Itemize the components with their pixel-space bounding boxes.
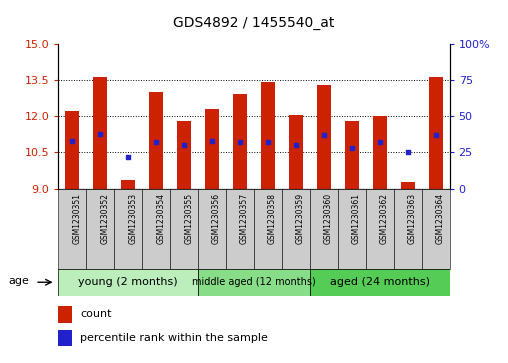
FancyBboxPatch shape: [170, 189, 198, 269]
Bar: [317, 85, 331, 189]
Bar: [401, 182, 415, 189]
Bar: [373, 116, 387, 189]
FancyBboxPatch shape: [394, 189, 422, 269]
Point: [152, 139, 160, 145]
Text: middle aged (12 months): middle aged (12 months): [192, 277, 316, 287]
FancyBboxPatch shape: [226, 189, 254, 269]
Bar: [429, 77, 442, 189]
Text: age: age: [9, 276, 29, 286]
Bar: [58, 306, 72, 322]
Text: young (2 months): young (2 months): [78, 277, 178, 287]
Text: GSM1230351: GSM1230351: [72, 193, 81, 244]
Text: GDS4892 / 1455540_at: GDS4892 / 1455540_at: [173, 16, 335, 30]
Text: GSM1230360: GSM1230360: [324, 193, 333, 244]
Text: count: count: [80, 309, 111, 319]
Text: GSM1230358: GSM1230358: [268, 193, 277, 244]
FancyBboxPatch shape: [422, 189, 450, 269]
FancyBboxPatch shape: [282, 189, 310, 269]
Text: GSM1230353: GSM1230353: [128, 193, 137, 244]
Point: [292, 142, 300, 148]
FancyBboxPatch shape: [310, 189, 338, 269]
FancyBboxPatch shape: [198, 269, 310, 296]
Text: GSM1230364: GSM1230364: [435, 193, 444, 244]
Point: [431, 132, 439, 138]
Text: GSM1230362: GSM1230362: [379, 193, 389, 244]
FancyBboxPatch shape: [58, 189, 86, 269]
Text: GSM1230355: GSM1230355: [184, 193, 193, 244]
Point: [347, 145, 356, 151]
Point: [96, 131, 104, 136]
Bar: [345, 121, 359, 189]
Text: GSM1230361: GSM1230361: [352, 193, 361, 244]
Bar: [121, 180, 135, 189]
Bar: [205, 109, 219, 189]
FancyBboxPatch shape: [254, 189, 282, 269]
Bar: [66, 111, 79, 189]
FancyBboxPatch shape: [86, 189, 114, 269]
Bar: [93, 77, 107, 189]
Point: [320, 132, 328, 138]
Bar: [149, 92, 163, 189]
Text: GSM1230363: GSM1230363: [407, 193, 417, 244]
Bar: [289, 115, 303, 189]
Point: [124, 154, 132, 160]
FancyBboxPatch shape: [310, 269, 450, 296]
FancyBboxPatch shape: [58, 269, 198, 296]
FancyBboxPatch shape: [142, 189, 170, 269]
FancyBboxPatch shape: [114, 189, 142, 269]
Bar: [233, 94, 247, 189]
FancyBboxPatch shape: [366, 189, 394, 269]
Text: percentile rank within the sample: percentile rank within the sample: [80, 333, 268, 343]
Text: GSM1230359: GSM1230359: [296, 193, 305, 244]
Text: GSM1230352: GSM1230352: [100, 193, 109, 244]
Bar: [58, 330, 72, 346]
Text: GSM1230357: GSM1230357: [240, 193, 249, 244]
Point: [68, 138, 76, 144]
Point: [180, 142, 188, 148]
Point: [208, 138, 216, 144]
Point: [375, 139, 384, 145]
Text: aged (24 months): aged (24 months): [330, 277, 430, 287]
Point: [264, 139, 272, 145]
Point: [403, 150, 411, 155]
Point: [236, 139, 244, 145]
Bar: [261, 82, 275, 189]
Text: GSM1230354: GSM1230354: [156, 193, 165, 244]
FancyBboxPatch shape: [198, 189, 226, 269]
Bar: [177, 121, 191, 189]
Text: GSM1230356: GSM1230356: [212, 193, 221, 244]
FancyBboxPatch shape: [338, 189, 366, 269]
